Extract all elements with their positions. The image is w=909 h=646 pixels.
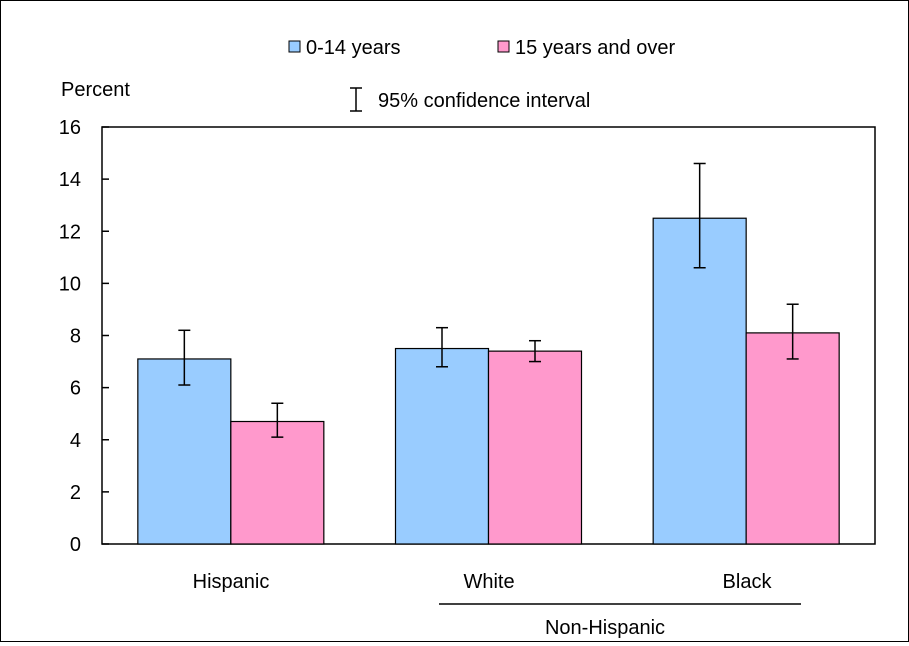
y-tick-label: 16 [59, 117, 81, 139]
y-axis-label: Percent [61, 79, 130, 101]
bar-series-1-2 [745, 332, 840, 545]
legend-label-series-1: 15 years and over [515, 37, 675, 59]
bar-series-0-0 [137, 358, 232, 545]
plot-area: 0 2 4 6 8 10 12 14 16 [59, 117, 876, 556]
category-label-hispanic: Hispanic [193, 571, 270, 593]
legend-swatch-series-1 [497, 40, 510, 53]
y-tick-label: 8 [70, 326, 81, 348]
category-label-white: White [463, 571, 514, 593]
group-label-non-hispanic: Non-Hispanic [545, 617, 665, 639]
y-tick-label: 2 [70, 482, 81, 504]
category-label-black: Black [723, 571, 773, 593]
legend-label-series-0: 0-14 years [306, 37, 401, 59]
legend-ci-symbol [350, 87, 362, 112]
y-tick-label: 6 [70, 378, 81, 400]
legend-ci-label: 95% confidence interval [378, 90, 590, 112]
y-tick-label: 14 [59, 169, 81, 191]
bar-series-1-0 [230, 420, 325, 545]
legend: 0-14 years 15 years and over 95% confide… [288, 37, 675, 112]
y-tick-label: 0 [70, 534, 81, 556]
y-tick-label: 12 [59, 221, 81, 243]
y-tick-label: 10 [59, 273, 81, 295]
bar-series-0-1 [394, 347, 490, 545]
bar-series-1-1 [487, 350, 583, 545]
y-tick-label: 4 [70, 430, 81, 452]
legend-swatch-series-0 [288, 40, 301, 53]
